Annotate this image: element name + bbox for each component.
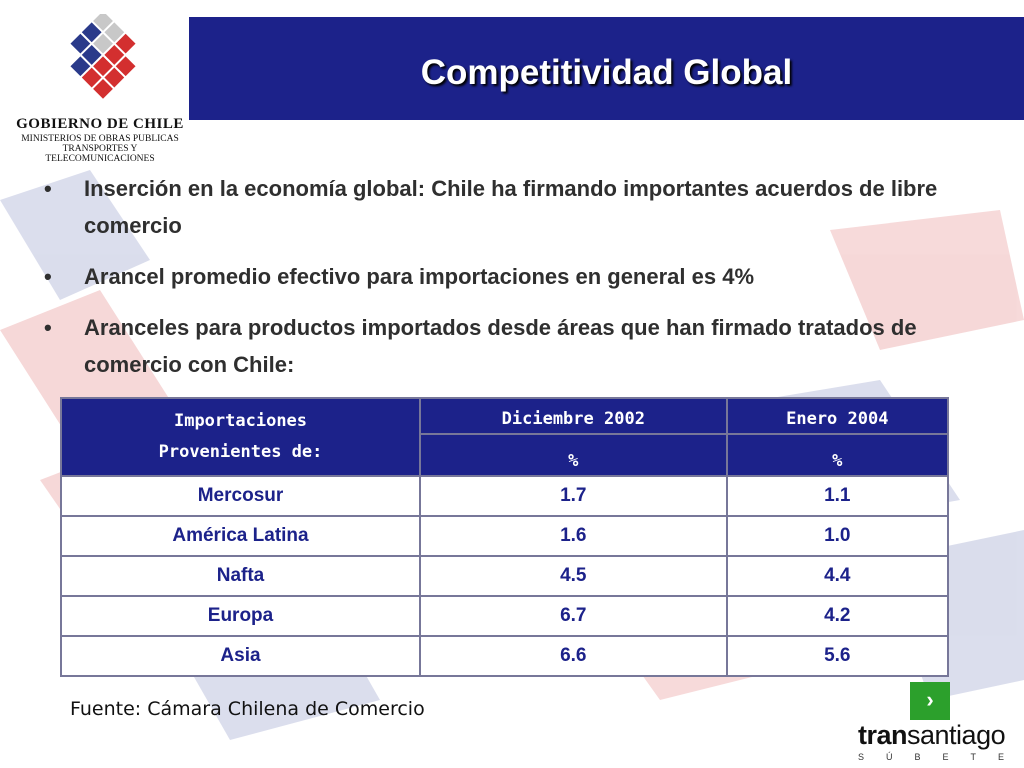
unit-ene2004: % (725, 432, 950, 478)
cell-region: América Latina (60, 515, 421, 557)
bullet-list: • Inserción en la economía global: Chile… (44, 170, 944, 397)
bullet-item: • Arancel promedio efectivo para importa… (44, 258, 944, 295)
cell-dic2002: 1.7 (419, 475, 728, 517)
next-slide-button[interactable]: › (910, 682, 950, 720)
cell-ene2004: 1.0 (725, 515, 950, 557)
bullet-text: Arancel promedio efectivo para importaci… (84, 264, 755, 289)
header-origin-line2: Provenientes de: (158, 442, 323, 462)
table-header-row: Importaciones Provenientes de: Diciembre… (60, 397, 950, 477)
table-unit-row: % % (61, 432, 950, 478)
logo-subtitle-2: TRANSPORTES Y (62, 144, 138, 154)
cell-dic2002: 1.6 (419, 515, 728, 557)
unit-dic2002: % (419, 432, 728, 478)
table-row: Mercosur 1.7 1.1 (60, 475, 950, 517)
table-row: Europa 6.7 4.2 (60, 595, 950, 637)
gobierno-logo: GOBIERNO DE CHILE MINISTERIOS DE OBRAS P… (10, 10, 190, 164)
logo-emblem-icon (70, 14, 136, 99)
cell-ene2004: 4.4 (725, 555, 950, 597)
cell-region: Asia (60, 635, 421, 677)
header-ene2004: Enero 2004 (725, 397, 950, 435)
table-row: América Latina 1.6 1.0 (60, 515, 950, 557)
table-row: Asia 6.6 5.6 (60, 635, 950, 677)
bullet-marker: • (44, 264, 52, 289)
bullet-text: Aranceles para productos importados desd… (84, 315, 917, 377)
cell-ene2004: 1.1 (725, 475, 950, 517)
header-origin: Importaciones Provenientes de: (60, 397, 421, 477)
title-bar: Competitividad Global (189, 17, 1024, 120)
cell-dic2002: 4.5 (419, 555, 728, 597)
bullet-item: • Aranceles para productos importados de… (44, 309, 944, 383)
cell-region: Nafta (60, 555, 421, 597)
page-title: Competitividad Global (420, 53, 793, 92)
cell-dic2002: 6.7 (419, 595, 728, 637)
bullet-item: • Inserción en la economía global: Chile… (44, 170, 944, 244)
brand-rest: santiago (907, 720, 1006, 750)
source-note: Fuente: Cámara Chilena de Comercio (70, 698, 425, 720)
chevron-right-icon: › (926, 687, 934, 712)
brand-tagline: SÚBETE (858, 752, 1024, 762)
bullet-marker: • (44, 315, 52, 340)
cell-dic2002: 6.6 (419, 635, 728, 677)
logo-subtitle-3: TELECOMUNICACIONES (45, 154, 155, 164)
tariff-table: Importaciones Provenientes de: Diciembre… (60, 397, 950, 677)
cell-region: Mercosur (60, 475, 421, 517)
header-origin-line1: Importaciones (173, 411, 308, 431)
bullet-marker: • (44, 176, 52, 201)
table-row: Nafta 4.5 4.4 (60, 555, 950, 597)
logo-subtitle-1: MINISTERIOS DE OBRAS PUBLICAS (21, 134, 179, 144)
cell-ene2004: 5.6 (725, 635, 950, 677)
cell-ene2004: 4.2 (725, 595, 950, 637)
brand-bold: tran (858, 720, 908, 750)
cell-region: Europa (60, 595, 421, 637)
bullet-text: Inserción en la economía global: Chile h… (84, 176, 938, 238)
logo-title: GOBIERNO DE CHILE (16, 116, 184, 132)
header-dic2002: Diciembre 2002 (419, 397, 728, 435)
transantiago-logo: transantiago (858, 720, 1006, 751)
